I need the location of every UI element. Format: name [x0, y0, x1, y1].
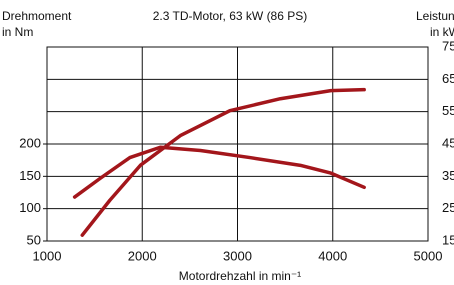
x-tick-label: 4000: [318, 248, 347, 263]
y-tick-label: 200: [19, 135, 41, 150]
y-axis-label: in Nm: [2, 25, 33, 39]
x-axis-label: Motordrehzahl in min⁻¹: [179, 269, 301, 283]
y2-tick-label: 45: [442, 135, 454, 150]
x-tick-label: 2000: [128, 248, 157, 263]
y2-tick-label: 75: [442, 38, 454, 53]
chart: 2.3 TD-Motor, 63 kW (86 PS) Drehmoment i…: [0, 0, 454, 285]
y2-axis-label: in kW: [430, 25, 454, 39]
page: 2.3 TD-Motor, 63 kW (86 PS) Drehmoment i…: [0, 0, 454, 285]
y2-axis-label: Leistung: [416, 9, 454, 23]
x-tick-label: 3000: [223, 248, 252, 263]
y-tick-label: 100: [19, 200, 41, 215]
x-tick-label: 5000: [414, 248, 443, 263]
y2-tick-label: 25: [442, 200, 454, 215]
y2-tick-label: 65: [442, 71, 454, 86]
x-tick-label: 1000: [33, 248, 62, 263]
y-tick-label: 150: [19, 168, 41, 183]
y-tick-label: 50: [27, 232, 41, 247]
y2-tick-label: 55: [442, 103, 454, 118]
y2-tick-label: 15: [442, 232, 454, 247]
chart-title: 2.3 TD-Motor, 63 kW (86 PS): [153, 9, 308, 23]
y-axis-label: Drehmoment: [2, 9, 72, 23]
y2-tick-label: 35: [442, 168, 454, 183]
